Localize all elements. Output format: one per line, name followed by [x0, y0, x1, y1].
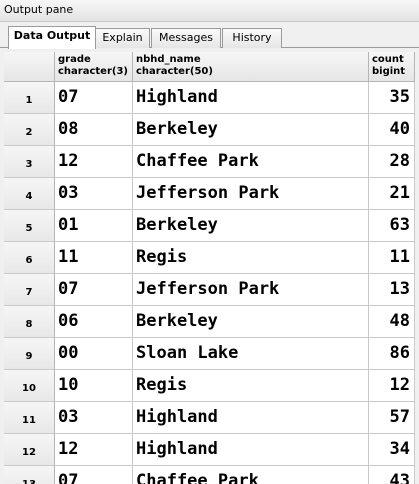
table-row[interactable]: 8 06 Berkeley 48 [4, 306, 415, 338]
row-number[interactable]: 3 [4, 146, 55, 178]
column-name: count [372, 54, 404, 65]
row-number[interactable]: 6 [4, 242, 55, 274]
cell-nbhd-name[interactable]: Jefferson Park [133, 178, 369, 210]
cell-count[interactable]: 63 [369, 210, 415, 242]
cell-nbhd-name[interactable]: Highland [133, 402, 369, 434]
cell-grade[interactable]: 10 [55, 370, 133, 402]
table-row[interactable]: 3 12 Chaffee Park 28 [4, 146, 415, 178]
cell-grade[interactable]: 01 [55, 210, 133, 242]
cell-grade[interactable]: 03 [55, 402, 133, 434]
table-row[interactable]: 5 01 Berkeley 63 [4, 210, 415, 242]
column-header-nbhd-name[interactable]: nbhd_name character(50) [133, 52, 369, 82]
output-pane-title: Output pane [0, 0, 419, 22]
row-number[interactable]: 13 [4, 466, 55, 484]
column-type: character(50) [136, 66, 213, 77]
table-row[interactable]: 10 10 Regis 12 [4, 370, 415, 402]
cell-count[interactable]: 13 [369, 274, 415, 306]
table-row[interactable]: 7 07 Jefferson Park 13 [4, 274, 415, 306]
tab-history[interactable]: History [222, 28, 282, 48]
cell-count[interactable]: 11 [369, 242, 415, 274]
cell-grade[interactable]: 07 [55, 82, 133, 114]
cell-nbhd-name[interactable]: Berkeley [133, 306, 369, 338]
tab-explain[interactable]: Explain [95, 28, 150, 48]
column-header-count[interactable]: count bigint [369, 52, 415, 82]
cell-count[interactable]: 35 [369, 82, 415, 114]
cell-nbhd-name[interactable]: Berkeley [133, 210, 369, 242]
table-row[interactable]: 4 03 Jefferson Park 21 [4, 178, 415, 210]
cell-grade[interactable]: 12 [55, 434, 133, 466]
cell-grade[interactable]: 06 [55, 306, 133, 338]
table-row[interactable]: 9 00 Sloan Lake 86 [4, 338, 415, 370]
row-number[interactable]: 4 [4, 178, 55, 210]
cell-grade[interactable]: 12 [55, 146, 133, 178]
cell-grade[interactable]: 07 [55, 466, 133, 484]
cell-grade[interactable]: 08 [55, 114, 133, 146]
column-header-grade[interactable]: grade character(3) [55, 52, 133, 82]
cell-grade[interactable]: 11 [55, 242, 133, 274]
table-row[interactable]: 12 12 Highland 34 [4, 434, 415, 466]
cell-nbhd-name[interactable]: Sloan Lake [133, 338, 369, 370]
table-row[interactable]: 1 07 Highland 35 [4, 82, 415, 114]
cell-nbhd-name[interactable]: Regis [133, 370, 369, 402]
cell-grade[interactable]: 07 [55, 274, 133, 306]
grid-corner-header[interactable] [4, 52, 55, 82]
table-row[interactable]: 11 03 Highland 57 [4, 402, 415, 434]
cell-count[interactable]: 40 [369, 114, 415, 146]
cell-count[interactable]: 48 [369, 306, 415, 338]
cell-count[interactable]: 21 [369, 178, 415, 210]
row-number[interactable]: 9 [4, 338, 55, 370]
row-number[interactable]: 5 [4, 210, 55, 242]
tab-data-output[interactable]: Data Output [8, 26, 96, 49]
table-row[interactable]: 6 11 Regis 11 [4, 242, 415, 274]
cell-grade[interactable]: 00 [55, 338, 133, 370]
cell-nbhd-name[interactable]: Berkeley [133, 114, 369, 146]
output-tab-bar: Data Output Explain Messages History [0, 22, 419, 49]
cell-nbhd-name[interactable]: Highland [133, 82, 369, 114]
cell-nbhd-name[interactable]: Highland [133, 434, 369, 466]
row-number[interactable]: 11 [4, 402, 55, 434]
cell-grade[interactable]: 03 [55, 178, 133, 210]
row-number[interactable]: 12 [4, 434, 55, 466]
cell-count[interactable]: 57 [369, 402, 415, 434]
cell-count[interactable]: 28 [369, 146, 415, 178]
cell-nbhd-name[interactable]: Chaffee Park [133, 146, 369, 178]
cell-nbhd-name[interactable]: Regis [133, 242, 369, 274]
data-output-grid[interactable]: grade character(3) nbhd_name character(5… [4, 52, 415, 484]
row-number[interactable]: 2 [4, 114, 55, 146]
tab-messages[interactable]: Messages [151, 28, 221, 48]
table-row[interactable]: 2 08 Berkeley 40 [4, 114, 415, 146]
column-name: nbhd_name [136, 54, 201, 65]
column-name: grade [58, 54, 91, 65]
row-number[interactable]: 8 [4, 306, 55, 338]
column-type: bigint [372, 66, 406, 77]
cell-count[interactable]: 43 [369, 466, 415, 484]
cell-count[interactable]: 86 [369, 338, 415, 370]
cell-nbhd-name[interactable]: Chaffee Park [133, 466, 369, 484]
cell-nbhd-name[interactable]: Jefferson Park [133, 274, 369, 306]
cell-count[interactable]: 34 [369, 434, 415, 466]
cell-count[interactable]: 12 [369, 370, 415, 402]
row-number[interactable]: 10 [4, 370, 55, 402]
row-number[interactable]: 1 [4, 82, 55, 114]
column-type: character(3) [58, 66, 128, 77]
row-number[interactable]: 7 [4, 274, 55, 306]
